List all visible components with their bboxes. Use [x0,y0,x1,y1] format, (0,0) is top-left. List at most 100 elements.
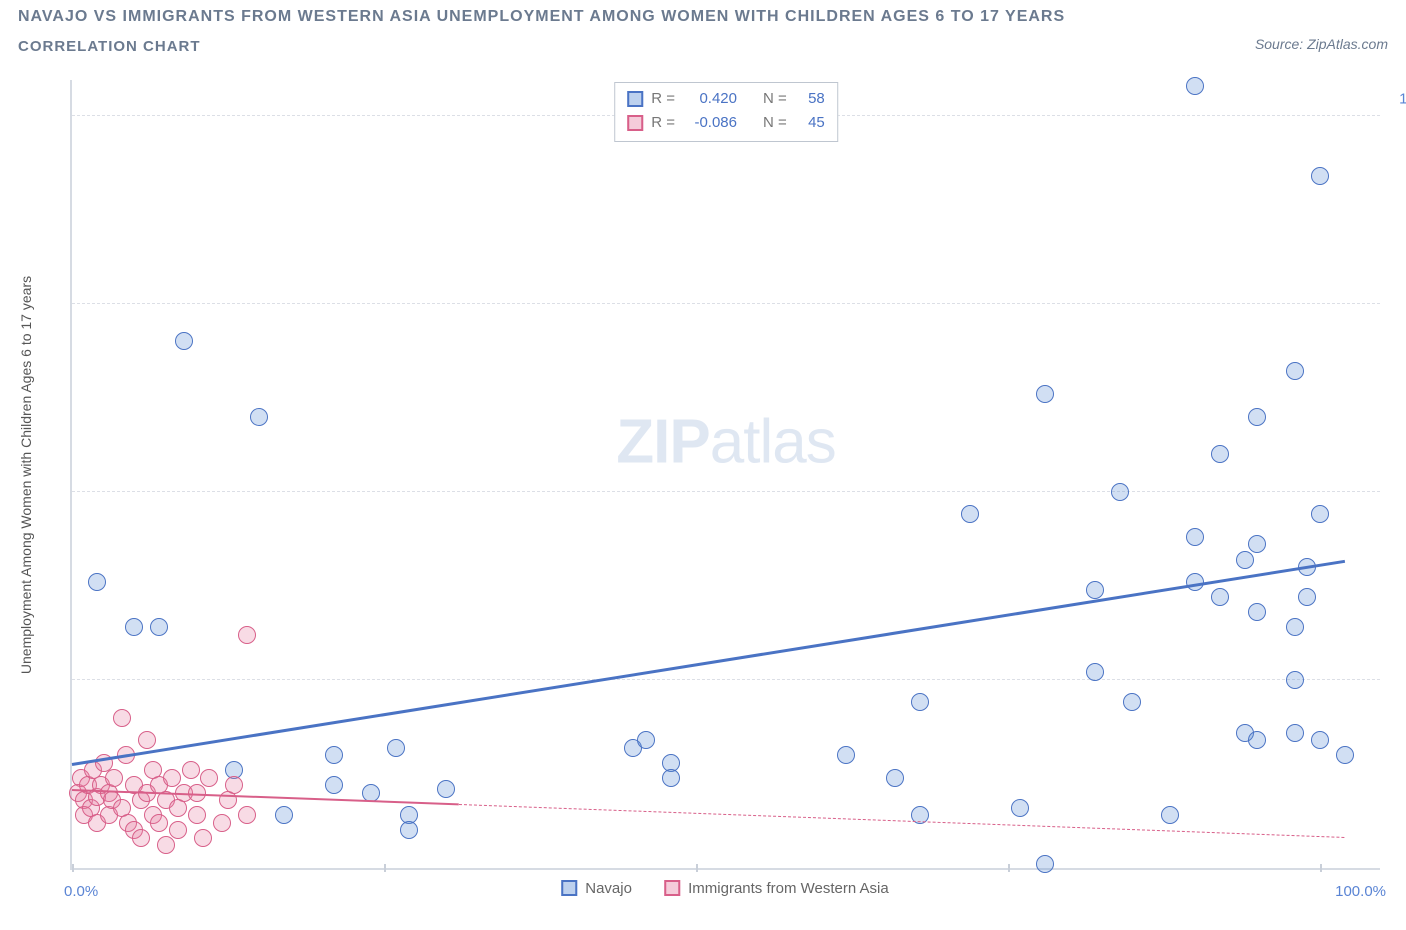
data-point [1311,505,1329,523]
data-point [1248,731,1266,749]
plot-container: Unemployment Among Women with Children A… [70,80,1380,870]
data-point [1286,724,1304,742]
data-point [1036,855,1054,873]
data-point [1161,806,1179,824]
data-point [1036,385,1054,403]
data-point [213,814,231,832]
data-point [182,761,200,779]
x-tick [1008,864,1010,872]
legend-label: Navajo [585,880,632,897]
trend-line [72,560,1345,766]
watermark-bold: ZIP [616,408,709,477]
r-label: R = [651,87,675,111]
n-value: 58 [795,87,825,111]
data-point [1086,663,1104,681]
legend-correlation-box: R = 0.420 N = 58 R = -0.086 N = 45 [614,82,838,142]
source-prefix: Source: [1255,36,1307,52]
legend-bottom: Navajo Immigrants from Western Asia [547,880,903,901]
y-tick-label: 50.0% [1390,466,1406,483]
data-point [961,505,979,523]
data-point [1248,535,1266,553]
data-point [1286,671,1304,689]
r-value: 0.420 [683,87,737,111]
title-line-1: NAVAJO VS IMMIGRANTS FROM WESTERN ASIA U… [18,8,1246,26]
data-point [1111,483,1129,501]
data-point [113,709,131,727]
data-point [387,739,405,757]
data-point [1248,408,1266,426]
data-point [125,618,143,636]
x-axis-max-label: 100.0% [1335,883,1386,900]
data-point [150,814,168,832]
square-icon [664,880,680,896]
r-label: R = [651,111,675,135]
legend-item-immigrants: Immigrants from Western Asia [664,880,889,897]
y-tick-label: 100.0% [1390,90,1406,107]
data-point [1186,77,1204,95]
data-point [88,573,106,591]
data-point [1336,746,1354,764]
plot-area: ZIPatlas 25.0%50.0%75.0%100.0%R =0.420N … [70,80,1380,870]
data-point [1236,551,1254,569]
data-point [886,769,904,787]
data-point [175,332,193,350]
square-icon [627,91,643,107]
data-point [1211,588,1229,606]
gridline [72,679,1380,680]
data-point [275,806,293,824]
data-point [1286,362,1304,380]
data-point [194,829,212,847]
data-point [1248,603,1266,621]
square-icon [627,115,643,131]
data-point [138,731,156,749]
data-point [325,776,343,794]
y-tick-label: 75.0% [1390,278,1406,295]
data-point [1123,693,1141,711]
r-value: -0.086 [683,111,737,135]
data-point [1311,167,1329,185]
y-axis-label: Unemployment Among Women with Children A… [18,276,34,674]
data-point [637,731,655,749]
data-point [1011,799,1029,817]
data-point [437,780,455,798]
watermark: ZIPatlas [616,407,835,478]
data-point [169,821,187,839]
x-tick [1320,864,1322,872]
data-point [911,693,929,711]
title-line-2: CORRELATION CHART [18,38,1246,55]
trend-line [72,789,459,805]
gridline [72,303,1380,304]
square-icon [561,880,577,896]
chart-title: NAVAJO VS IMMIGRANTS FROM WESTERN ASIA U… [18,8,1246,55]
x-tick [696,864,698,872]
legend-row: R = -0.086 N = 45 [627,111,825,135]
gridline [72,491,1380,492]
n-label: N = [763,87,787,111]
x-tick [384,864,386,872]
n-value: 45 [795,111,825,135]
data-point [157,836,175,854]
watermark-light: atlas [710,408,836,477]
trend-line-dashed [459,804,1345,838]
data-point [1186,528,1204,546]
legend-label: Immigrants from Western Asia [688,880,889,897]
source-name: ZipAtlas.com [1307,36,1388,52]
data-point [400,821,418,839]
data-point [1211,445,1229,463]
data-point [1086,581,1104,599]
legend-item-navajo: Navajo [561,880,632,897]
data-point [225,776,243,794]
data-point [150,618,168,636]
data-point [200,769,218,787]
data-point [837,746,855,764]
data-point [662,769,680,787]
n-label: N = [763,111,787,135]
data-point [238,626,256,644]
data-point [132,829,150,847]
data-point [250,408,268,426]
x-tick [72,864,74,872]
data-point [1298,588,1316,606]
data-point [325,746,343,764]
data-point [188,806,206,824]
data-point [1311,731,1329,749]
